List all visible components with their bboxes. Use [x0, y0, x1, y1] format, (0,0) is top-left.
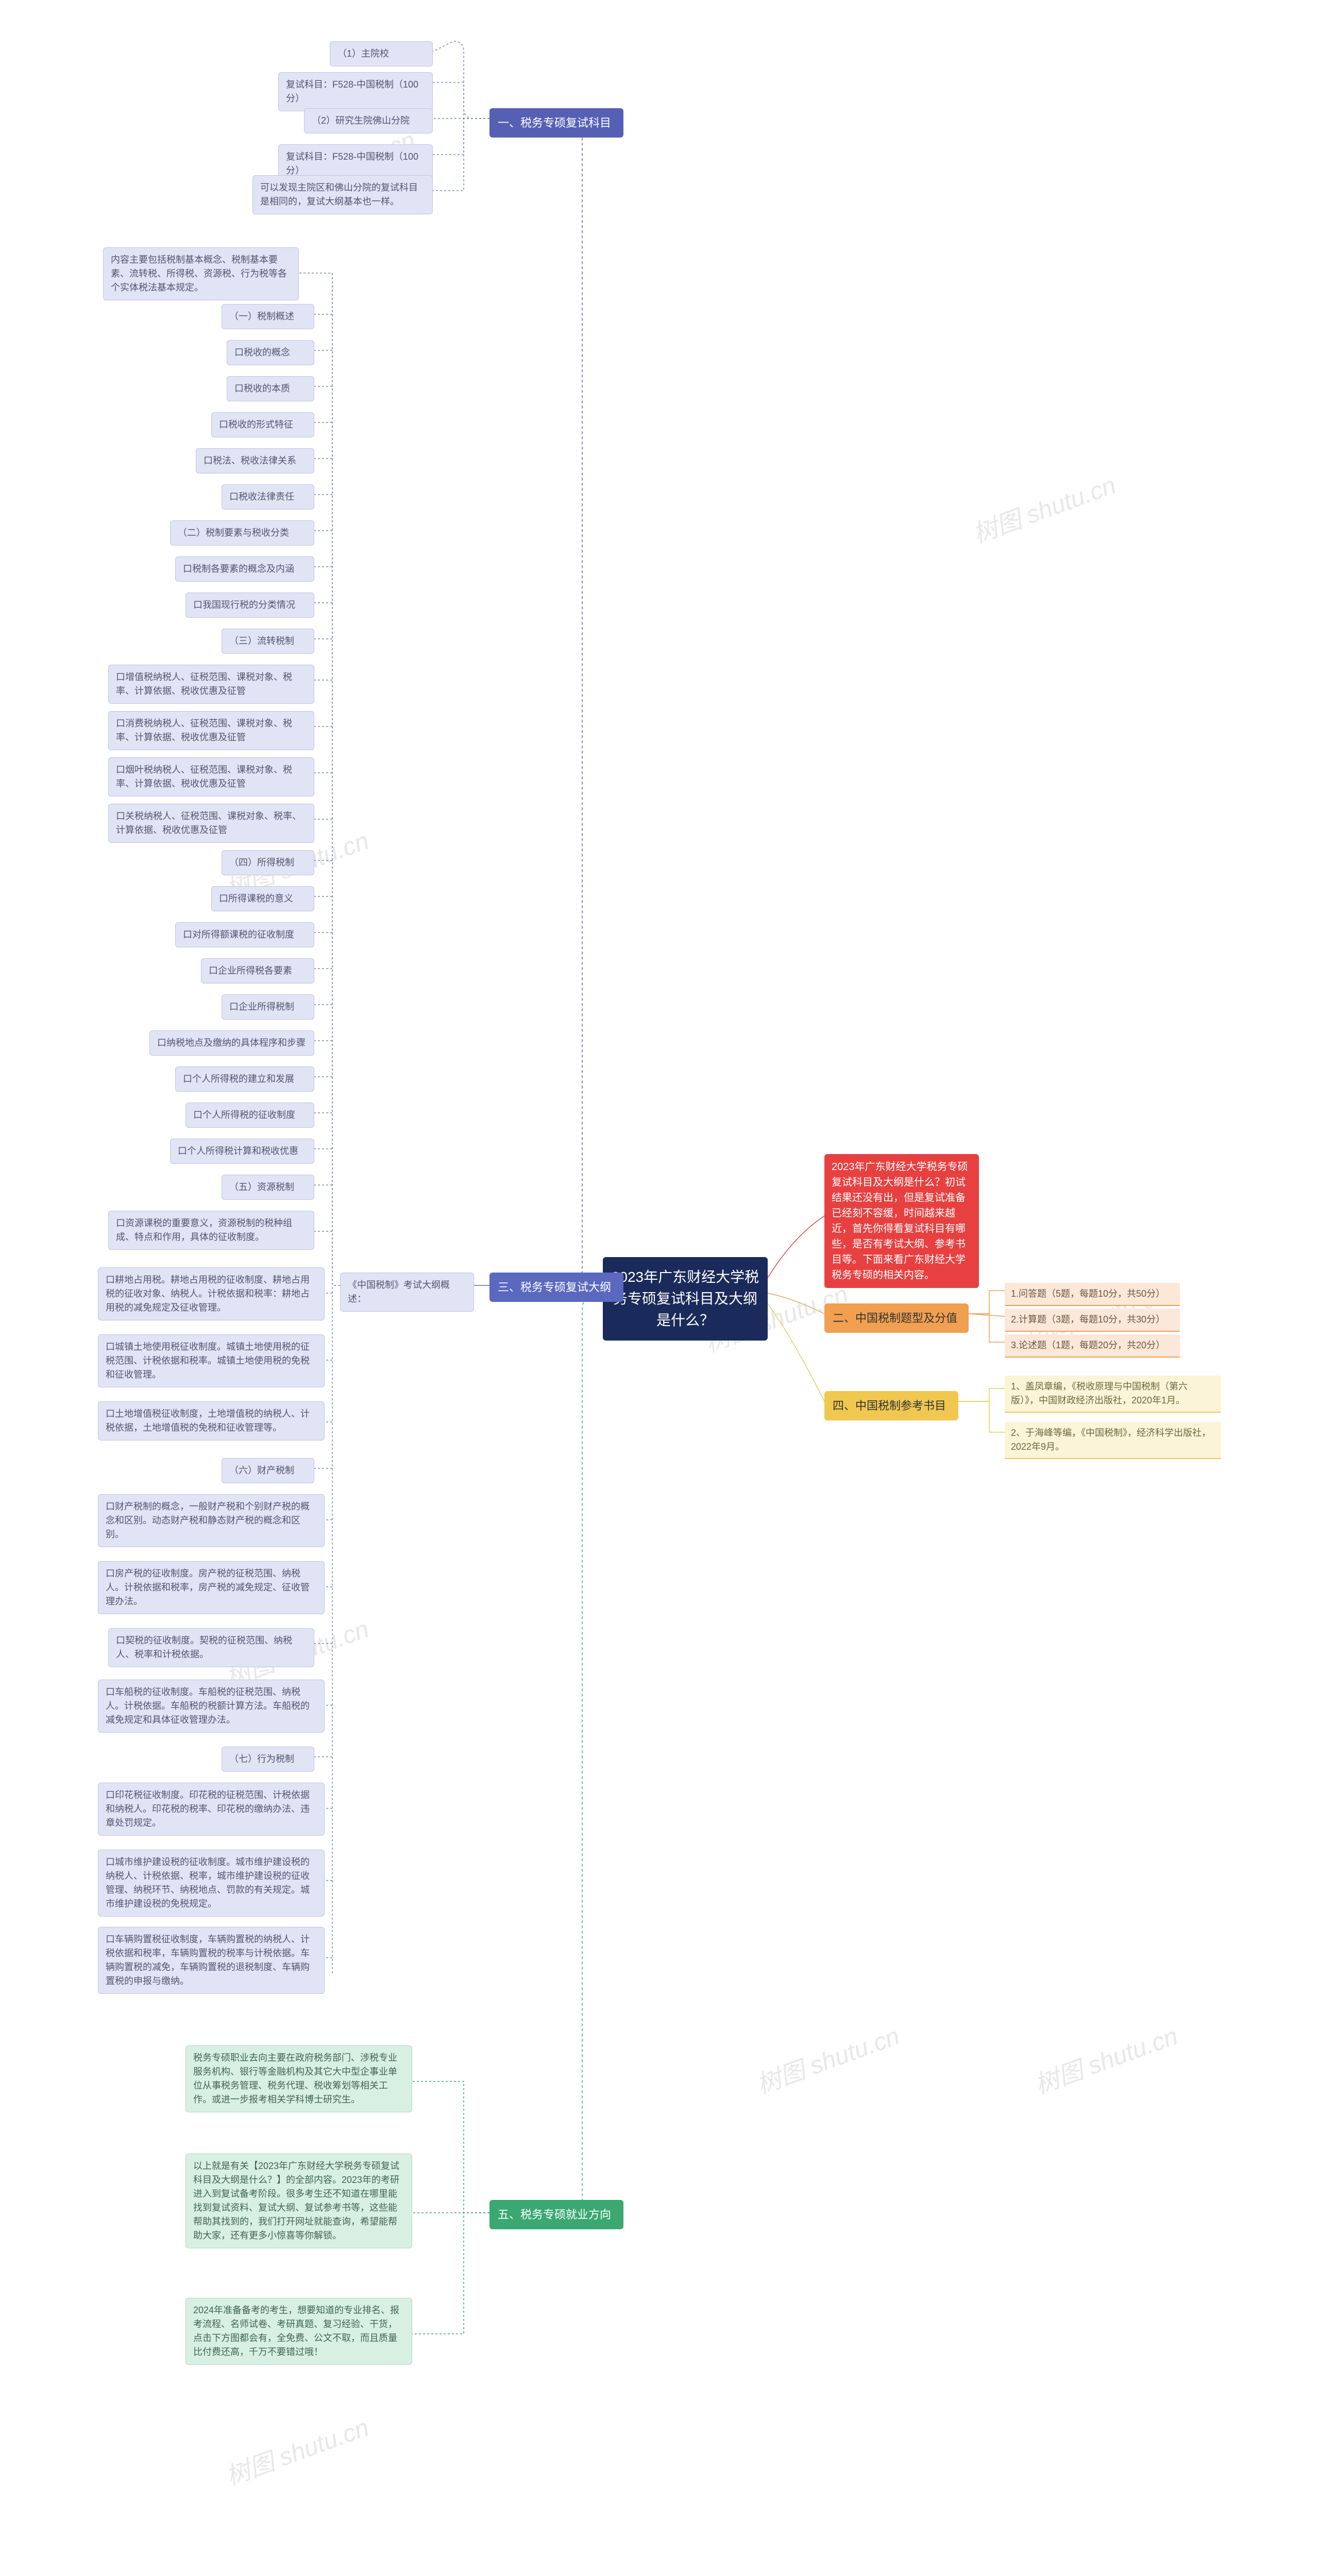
leaf: 口税收的本质	[227, 376, 314, 401]
leaf: （五）资源税制	[222, 1175, 314, 1200]
leaf: （1）主院校	[330, 41, 433, 66]
leaf: （六）财产税制	[222, 1458, 314, 1483]
watermark: 树图 shutu.cn	[751, 2015, 904, 2100]
watermark: 树图 shutu.cn	[967, 465, 1120, 550]
leaf: 口消费税纳税人、征税范围、课税对象、税率、计算依据、税收优惠及征管	[108, 711, 314, 750]
leaf: 口税法、税收法律关系	[196, 448, 314, 473]
leaf: 口企业所得税制	[222, 994, 314, 1020]
branch-2: 二、中国税制题型及分值	[824, 1303, 969, 1333]
leaf: 口个人所得税的征收制度	[185, 1103, 314, 1128]
leaf: 1.问答题（5题，每题10分，共50分）	[1005, 1283, 1180, 1306]
leaf: （2）研究生院佛山分院	[304, 108, 433, 133]
leaf: 口个人所得税的建立和发展	[175, 1066, 314, 1092]
leaf: （四）所得税制	[222, 850, 314, 875]
leaf: 税务专硕职业去向主要在政府税务部门、涉税专业服务机构、银行等金融机构及其它大中型…	[185, 2045, 412, 2112]
leaf: （七）行为税制	[222, 1747, 314, 1772]
leaf: 口税收的概念	[227, 340, 314, 365]
leaf: 2、于海峰等编，《中国税制》，经济科学出版社，2022年9月。	[1005, 1422, 1221, 1459]
leaf: 口烟叶税纳税人、征税范围、课税对象、税率、计算依据、税收优惠及征管	[108, 757, 314, 796]
branch-1: 一、税务专硕复试科目	[489, 108, 623, 138]
leaf: 口税收的形式特征	[211, 412, 314, 437]
leaf: 以上就是有关【2023年广东财经大学税务专硕复试科目及大纲是什么？】的全部内容。…	[185, 2154, 412, 2248]
leaf: 口关税纳税人、征税范围、课税对象、税率、计算依据、税收优惠及征管	[108, 804, 314, 843]
leaf: 口纳税地点及缴纳的具体程序和步骤	[149, 1030, 314, 1056]
leaf: 口个人所得税计算和税收优惠	[170, 1139, 314, 1164]
leaf: （三）流转税制	[222, 629, 314, 654]
leaf: （一）税制概述	[222, 304, 314, 329]
leaf: 口城市维护建设税的征收制度。城市维护建设税的纳税人、计税依据、税率，城市维护建设…	[98, 1850, 325, 1917]
watermark: 树图 shutu.cn	[220, 2407, 373, 2492]
leaf: 口税制各要素的概念及内涵	[175, 556, 314, 582]
leaf: 复试科目：F528-中国税制（100分）	[278, 72, 433, 111]
leaf: 口土地增值税征收制度，土地增值税的纳税人、计税依据，土地增值税的免税和征收管理等…	[98, 1401, 325, 1440]
branch-3: 三、税务专硕复试大纲	[489, 1273, 623, 1302]
leaf: 1、盖凤章编，《税收原理与中国税制（第六版）》，中国财政经济出版社，2020年1…	[1005, 1376, 1221, 1413]
leaf: 内容主要包括税制基本概念、税制基本要素、流转税、所得税、资源税、行为税等各个实体…	[103, 247, 299, 300]
branch-5: 五、税务专硕就业方向	[489, 2200, 623, 2229]
branch-4: 四、中国税制参考书目	[824, 1391, 958, 1420]
intro-node: 2023年广东财经大学税务专硕复试科目及大纲是什么？初试结果还没有出，但是复试准…	[824, 1154, 979, 1288]
leaf: 口企业所得税各要素	[201, 958, 314, 984]
leaf: 口财产税制的概念，一般财产税和个别财产税的概念和区别。动态财产税和静态财产税的概…	[98, 1494, 325, 1547]
leaf: 口耕地占用税。耕地占用税的征收制度、耕地占用税的征收对象、纳税人。计税依据和税率…	[98, 1267, 325, 1320]
leaf: 2.计算题（3题，每题10分，共30分）	[1005, 1309, 1180, 1332]
leaf: 口城镇土地使用税征收制度。城镇土地使用税的征税范围、计税依据和税率。城镇土地使用…	[98, 1334, 325, 1387]
leaf: 可以发现主院区和佛山分院的复试科目是相同的，复试大纲基本也一样。	[252, 175, 433, 214]
leaf: 口房产税的征收制度。房产税的征税范围、纳税人。计税依据和税率，房产税的减免规定、…	[98, 1561, 325, 1614]
watermark: 树图 shutu.cn	[1029, 2015, 1182, 2100]
leaf: 口车辆购置税征收制度，车辆购置税的纳税人、计税依据和税率，车辆购置税的税率与计税…	[98, 1927, 325, 1994]
leaf: 口印花税征收制度。印花税的征税范围、计税依据和纳税人。印花税的税率、印花税的缴纳…	[98, 1783, 325, 1836]
leaf: （二）税制要素与税收分类	[170, 520, 314, 546]
leaf: 口对所得额课税的征收制度	[175, 922, 314, 947]
leaf: 口契税的征收制度。契税的征税范围、纳税人、税率和计税依据。	[108, 1628, 314, 1667]
leaf: 口增值税纳税人、征税范围、课税对象、税率、计算依据、税收优惠及征管	[108, 665, 314, 704]
leaf: 3.论述题（1题，每题20分，共20分）	[1005, 1334, 1180, 1358]
leaf: 口我国现行税的分类情况	[185, 592, 314, 618]
leaf: 口资源课税的重要意义，资源税制的税种组成、特点和作用，具体的征收制度。	[108, 1211, 314, 1250]
leaf: 口税收法律责任	[222, 484, 314, 510]
leaf: 口所得课税的意义	[211, 886, 314, 911]
root-node: 2023年广东财经大学税务专硕复试科目及大纲是什么？	[603, 1257, 768, 1341]
leaf: 2024年准备备考的考生，想要知道的专业排名、报考流程、名师试卷、考研真题、复习…	[185, 2298, 412, 2365]
sub-label: 《中国税制》考试大纲概述：	[340, 1273, 474, 1312]
leaf: 口车船税的征收制度。车船税的征税范围、纳税人。计税依据。车船税的税额计算方法。车…	[98, 1680, 325, 1733]
